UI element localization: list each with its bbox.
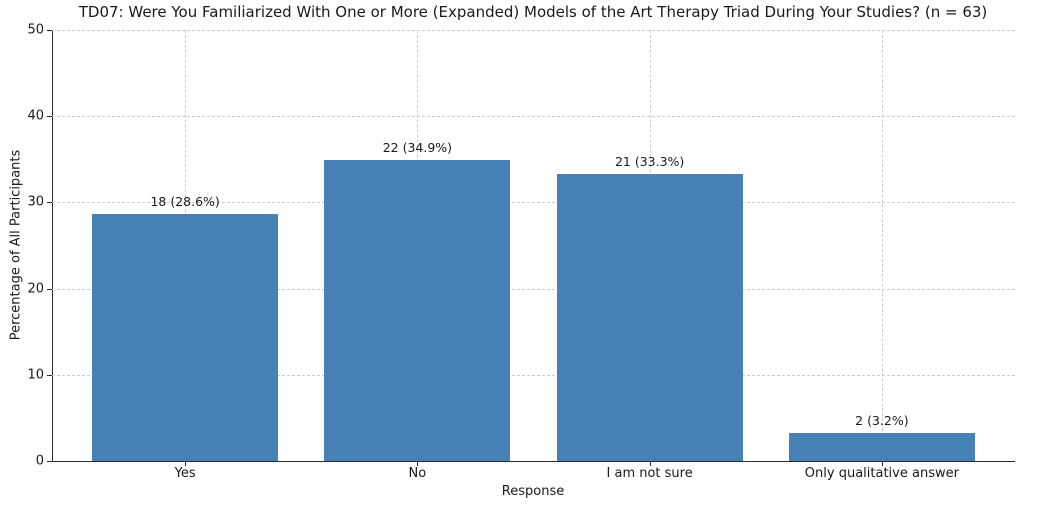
bar-value-label: 21 (33.3%) (614, 153, 685, 169)
bar-value-label: 22 (34.9%) (382, 140, 453, 156)
y-axis-label: Percentage of All Participants (8, 149, 24, 341)
bar (324, 160, 511, 461)
bar (92, 214, 279, 461)
bar-value-label: 18 (28.6%) (150, 194, 220, 210)
x-tick-label: Yes (174, 466, 196, 481)
x-tick-mark (185, 461, 187, 466)
x-tick-mark (417, 461, 419, 466)
y-tick-label: 40 (27, 108, 44, 124)
bar-value-label: 2 (3.2%) (855, 413, 909, 429)
gridline-horizontal (52, 374, 1015, 376)
y-tick-mark (47, 202, 52, 204)
x-axis-spine (52, 461, 1015, 462)
x-tick-label: No (408, 466, 427, 481)
x-tick-label: Only qualitative answer (804, 466, 959, 481)
x-tick-label: I am not sure (606, 466, 693, 481)
y-tick-label: 0 (35, 453, 44, 469)
gridline-horizontal (52, 288, 1015, 290)
gridline-horizontal (52, 30, 1015, 31)
y-tick-label: 10 (27, 367, 44, 383)
y-tick-label: 20 (27, 281, 44, 297)
y-tick-label: 30 (27, 194, 44, 210)
x-tick-mark (649, 461, 651, 466)
bar (788, 433, 975, 461)
chart-title: TD07: Were You Familiarized With One or … (78, 3, 988, 21)
bar (556, 173, 743, 461)
y-tick-label: 50 (27, 22, 44, 38)
y-tick-mark (47, 461, 52, 462)
gridline-horizontal (52, 202, 1015, 204)
y-tick-mark (47, 116, 52, 118)
y-axis-spine (52, 30, 53, 461)
y-tick-mark (47, 30, 52, 31)
x-tick-mark (881, 461, 883, 466)
x-axis-label: Response (501, 484, 565, 499)
y-tick-mark (47, 374, 52, 376)
plot-area: 18 (28.6%) 22 (34.9%) 21 (33.3%) 2 (3.2%) (52, 30, 1015, 461)
gridline-vertical (881, 30, 883, 461)
y-tick-mark (47, 288, 52, 290)
gridline-horizontal (52, 116, 1015, 118)
